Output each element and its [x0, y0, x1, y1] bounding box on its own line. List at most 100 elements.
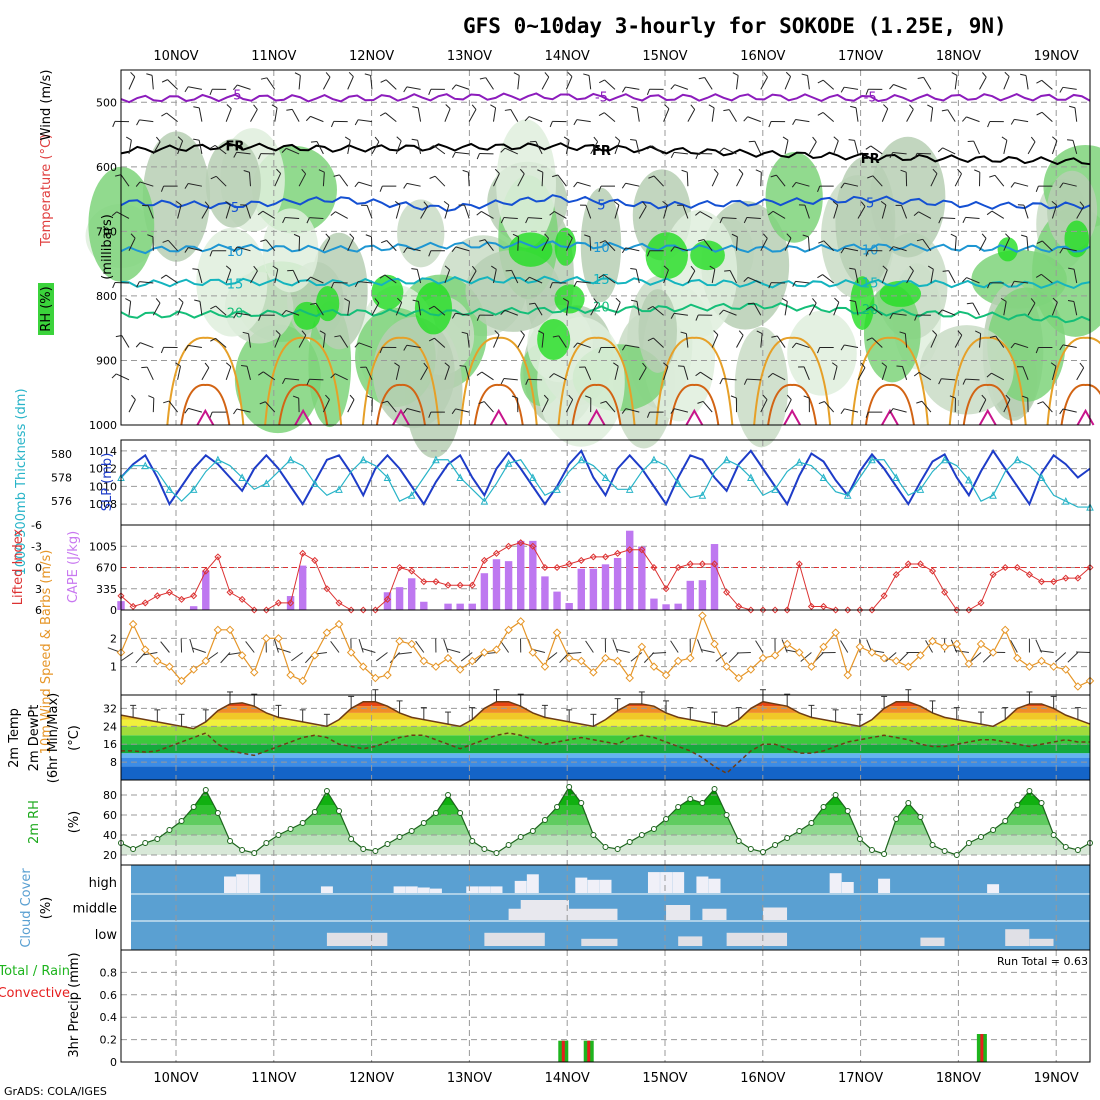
wind-barb [736, 236, 738, 251]
wind-barb [160, 185, 165, 192]
wind-speed-point [734, 673, 743, 683]
wind-barb [954, 236, 957, 251]
ua-ylabel: (millibars) [100, 214, 115, 280]
cloud-low-bar [326, 932, 388, 946]
li-point [214, 553, 222, 561]
rh-shade [787, 310, 857, 396]
wind-barb [962, 217, 966, 224]
wind-barb [854, 301, 859, 316]
wind-barb [334, 335, 341, 338]
wind-barb [210, 337, 216, 342]
temp-ytick-24: 24 [103, 720, 117, 733]
wind-barb [214, 144, 227, 155]
wind-barb [258, 153, 262, 160]
wind-barb [817, 185, 821, 192]
wind-barb [322, 172, 325, 187]
wind-barb [1059, 344, 1064, 351]
li-point [371, 606, 379, 614]
rh-point [784, 835, 791, 841]
wind-barb [942, 147, 956, 155]
wind-barb [479, 239, 486, 242]
wind-speed-point [686, 653, 695, 663]
isotherm-35-arc [881, 408, 899, 426]
wind-barb [455, 151, 470, 155]
wind-barb [517, 335, 525, 348]
li-point [529, 542, 537, 550]
wind-barb [282, 378, 286, 385]
wind-barb [503, 217, 518, 219]
rh-point [832, 792, 839, 798]
wind-barb [543, 394, 549, 400]
wind-barb [664, 104, 670, 110]
thickness-point [1013, 455, 1022, 464]
wind-barb [979, 333, 982, 348]
wind-barb [524, 276, 530, 282]
wind-speed-point [589, 668, 598, 677]
thickness-point [989, 491, 997, 499]
surface-wind-barb [160, 641, 170, 653]
li-point [941, 588, 949, 596]
li-point [444, 581, 452, 589]
wind-barb [882, 265, 888, 271]
rh-point [953, 852, 960, 858]
wind-barb [648, 175, 655, 179]
wind-barb [614, 366, 619, 380]
isotherm-25-arc [361, 336, 440, 426]
wind-barb [771, 335, 778, 338]
wind-barb [670, 408, 675, 414]
wind-speed-point [310, 651, 320, 660]
wind-barb [763, 72, 768, 78]
isotherm-25-arc [753, 336, 832, 426]
wind-barb [719, 217, 723, 224]
wind-barb [840, 86, 845, 93]
wind-barb [381, 400, 388, 404]
surface-wind-barb [1010, 640, 1018, 653]
wind-barb [817, 274, 823, 279]
wind-barb [541, 333, 545, 348]
wind-barb [817, 112, 824, 116]
date-label-top-16NOV: 16NOV [740, 49, 785, 64]
thickness-point [601, 473, 610, 481]
cape-bar [698, 580, 707, 610]
rh-point [723, 812, 730, 818]
isotherm-label-15: 15 [593, 273, 610, 288]
wind-barb [258, 371, 264, 376]
wind-barb [1025, 75, 1029, 90]
wind-speed-point [371, 673, 380, 683]
li-point [904, 560, 912, 568]
cloud-mid-bar [762, 907, 788, 920]
wind-barb [309, 378, 324, 381]
li-point [662, 585, 670, 593]
li-point [178, 595, 186, 603]
wind-barb [306, 276, 312, 282]
wind-barb [893, 246, 907, 252]
wind-barb [768, 282, 772, 289]
wind-barb [177, 140, 184, 155]
wind-barb [1062, 408, 1077, 413]
wind-barb [795, 342, 810, 349]
wind-barb [192, 268, 199, 270]
isotherm-25-arc [166, 336, 245, 426]
wind-barb [786, 233, 792, 239]
wind-barb [125, 298, 131, 302]
wind-barb [272, 265, 279, 270]
wind-barb [795, 181, 810, 187]
wind-barb [385, 112, 397, 123]
wind-barb [822, 274, 835, 284]
wind-barb [525, 217, 529, 224]
thickness-point [480, 497, 489, 505]
wind-barb [563, 136, 570, 141]
rh-point [481, 846, 488, 852]
surface-wind-barb [925, 640, 933, 653]
cape-bar [298, 565, 307, 610]
wind-barb [298, 335, 307, 348]
rh-legend-label: RH (%) [39, 286, 54, 331]
wind-barb [210, 305, 216, 310]
slp-ytick-1010: 1010 [89, 480, 117, 493]
rh-point [772, 842, 779, 848]
wind-barb [652, 337, 664, 348]
wind-barb [872, 175, 883, 187]
wind-barb [160, 347, 165, 354]
ua-ytick-500: 500 [96, 96, 117, 109]
